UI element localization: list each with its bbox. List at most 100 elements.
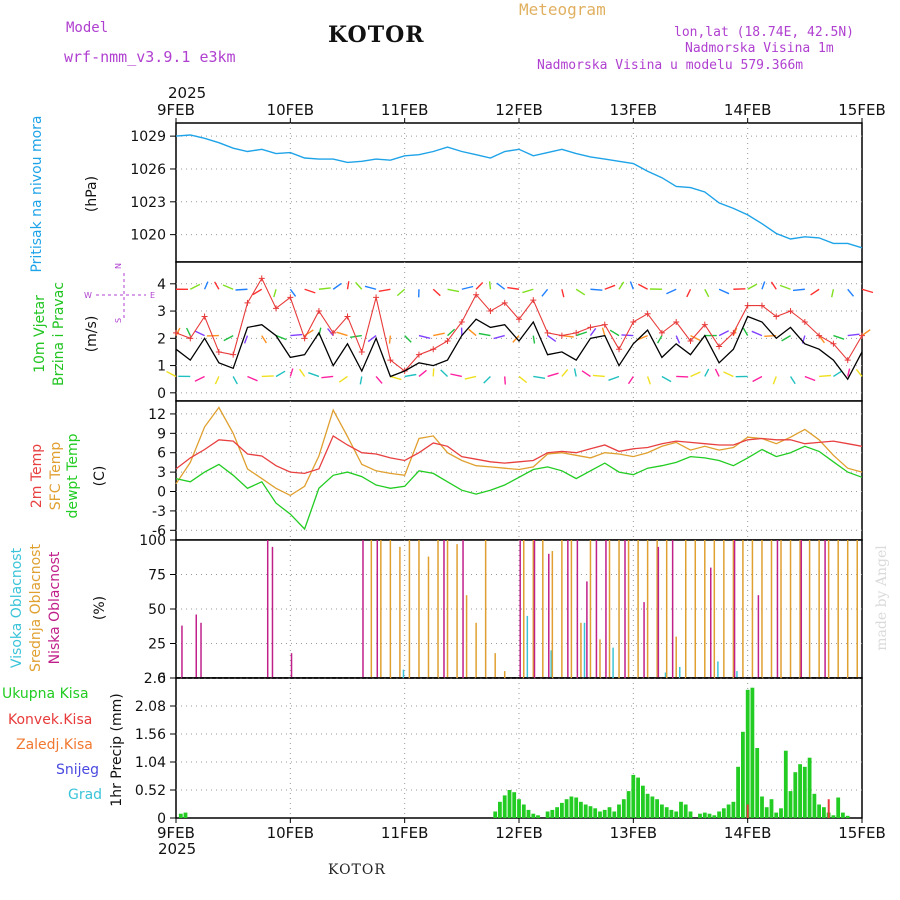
wind-arrow bbox=[478, 332, 491, 337]
lonlat-label: lon,lat (18.74E, 42.5N) bbox=[674, 25, 855, 40]
wind-arrow bbox=[336, 331, 348, 337]
wind-arrow bbox=[690, 371, 701, 378]
footer-location: KOTOR bbox=[328, 862, 386, 878]
precip-ytick-label: 1.56 bbox=[135, 727, 166, 743]
wind-arrow bbox=[504, 376, 506, 385]
wind-arrow bbox=[359, 376, 363, 385]
precip-total-bar bbox=[631, 774, 636, 818]
wind-arrow bbox=[378, 288, 391, 292]
precip-ytick-label: 2.6 bbox=[144, 671, 166, 687]
top-date-label: 10FEB bbox=[267, 101, 314, 119]
precip-total-bar bbox=[664, 807, 669, 818]
wind-arrow bbox=[290, 333, 303, 337]
wind-arrow bbox=[621, 334, 634, 337]
wind-gust-point bbox=[730, 329, 737, 336]
wind-arrow bbox=[375, 376, 383, 384]
2m-temp-line bbox=[175, 434, 863, 475]
wind-arrow bbox=[332, 282, 342, 290]
wind-arrow bbox=[247, 375, 258, 382]
wind-arrow bbox=[752, 375, 763, 383]
temp-ytick-label: -3 bbox=[152, 504, 166, 520]
wind-ytick-label: 4 bbox=[157, 277, 166, 293]
wind-arrow bbox=[847, 288, 855, 297]
precip-total-bar bbox=[779, 808, 783, 818]
precip-total-bar bbox=[679, 801, 683, 818]
wind-ytick-label: 3 bbox=[157, 304, 166, 320]
precip-total-bar bbox=[726, 804, 731, 818]
precip-total-bar bbox=[502, 795, 507, 818]
precip-label-strat: Zaledj.Kisa bbox=[16, 737, 93, 753]
wind-gust-point bbox=[801, 318, 808, 325]
wind-arrow bbox=[289, 288, 297, 297]
wind-arrow bbox=[447, 328, 456, 337]
wind-arrow bbox=[833, 370, 843, 378]
wind-arrow bbox=[321, 375, 334, 379]
wind-gust-point bbox=[230, 351, 237, 358]
wind-gust-point bbox=[173, 329, 179, 336]
wind-arrow bbox=[855, 368, 863, 377]
wind-arrow bbox=[742, 327, 749, 336]
wind-arrow bbox=[522, 288, 534, 294]
wind-arrow bbox=[541, 288, 549, 297]
temp-ytick-label: -6 bbox=[152, 523, 166, 539]
precip-total-bar bbox=[736, 766, 740, 818]
wind-arrow bbox=[781, 334, 791, 342]
wind-arrow bbox=[547, 335, 557, 342]
wind-arrow bbox=[507, 286, 520, 290]
precip-total-bar bbox=[755, 748, 760, 818]
wind-arrow bbox=[318, 287, 331, 290]
bottom-date-label: 13FEB bbox=[610, 824, 657, 842]
wind-arrow bbox=[761, 281, 766, 290]
pressure-ytick-label: 1029 bbox=[130, 129, 166, 145]
wind-arrow bbox=[714, 368, 720, 377]
precip-conv-bar bbox=[827, 799, 830, 818]
wind-arrow bbox=[810, 288, 820, 296]
wind-arrow bbox=[804, 375, 816, 382]
wind-gust-point bbox=[487, 308, 494, 315]
wind-gust-point bbox=[544, 329, 551, 336]
precip-total-bar bbox=[579, 801, 583, 818]
precip-total-bar bbox=[588, 806, 593, 818]
wind-gust-point bbox=[415, 351, 422, 358]
precip-total-bar bbox=[845, 815, 850, 818]
elevation-label: Nadmorska Visina 1m bbox=[685, 41, 834, 56]
precip-total-bar bbox=[545, 811, 550, 818]
precip-ytick-label: 0 bbox=[157, 811, 166, 827]
precip-total-bar bbox=[655, 799, 659, 818]
temp-ytick-label: 6 bbox=[157, 446, 166, 462]
wind-arrow bbox=[772, 376, 777, 385]
precip-total-bar bbox=[783, 750, 788, 818]
bottom-date-label: 12FEB bbox=[495, 824, 542, 842]
wind-arrow bbox=[608, 375, 620, 381]
wind-speed-line bbox=[175, 315, 863, 381]
temp-ytick-label: 12 bbox=[148, 407, 166, 423]
wind-arrow bbox=[847, 333, 860, 337]
precip-total-bar bbox=[621, 799, 626, 818]
precip-total-bar bbox=[526, 809, 531, 818]
wind-arrow bbox=[450, 373, 462, 378]
wind-arrow bbox=[289, 368, 294, 377]
wind-arrow bbox=[396, 288, 406, 297]
cloud-ytick-label: 0 bbox=[157, 671, 166, 687]
wind-arrow bbox=[718, 288, 730, 295]
precip-ytick-label: 1.04 bbox=[135, 755, 166, 771]
precip-total-bar bbox=[836, 797, 841, 818]
wind-arrow bbox=[461, 285, 474, 290]
wind-arrow bbox=[627, 376, 634, 385]
wind-arrow bbox=[475, 282, 484, 290]
precip-total-bar bbox=[564, 799, 569, 818]
precip-total-bar bbox=[702, 812, 707, 818]
precip-total-bar bbox=[612, 811, 617, 818]
precip-total-bar bbox=[683, 804, 688, 818]
wind-gust-point bbox=[859, 332, 865, 339]
precip-ytick-label: 2.08 bbox=[135, 699, 166, 715]
wind-arrow bbox=[847, 368, 851, 377]
temp-ytick-label: 9 bbox=[157, 426, 166, 442]
wind-arrow bbox=[214, 376, 220, 385]
wind-gust-point bbox=[187, 335, 194, 342]
wind-arrow bbox=[232, 376, 238, 385]
wind-gust-point bbox=[344, 313, 351, 320]
wind-gust-point bbox=[315, 308, 322, 315]
precip-total-bar bbox=[550, 809, 555, 818]
